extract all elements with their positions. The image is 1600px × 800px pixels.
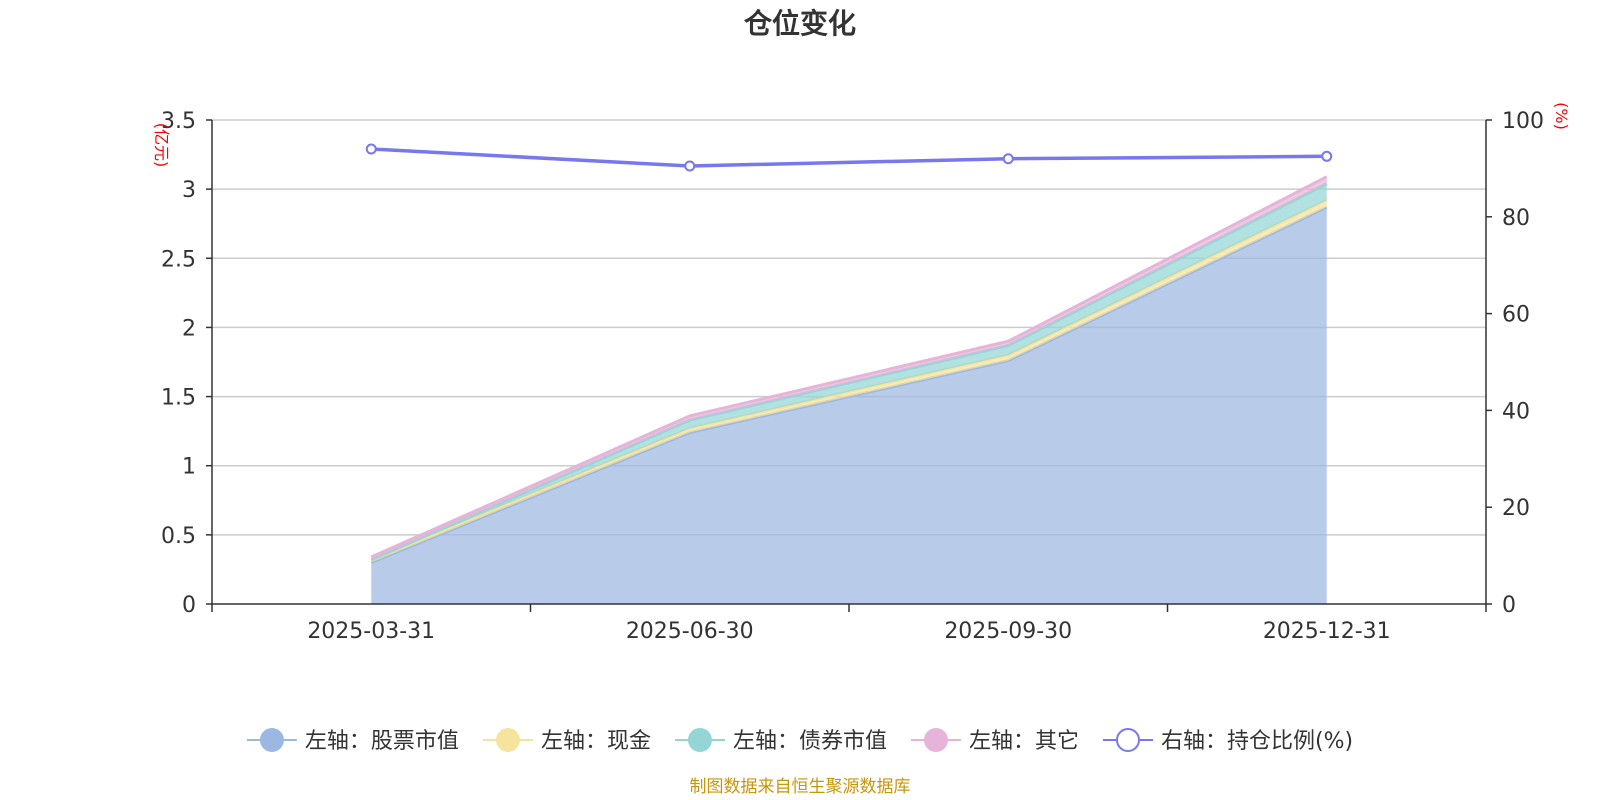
area-series-1 [371, 207, 1327, 604]
right-tick-label: 0 [1502, 593, 1516, 618]
left-tick-label: 3.5 [161, 109, 196, 134]
right-axis-unit: (%) [1552, 102, 1571, 130]
right-tick-label: 40 [1502, 399, 1530, 424]
legend-item[interactable]: 右轴：持仓比例(%) [1102, 728, 1353, 754]
right-tick-label: 80 [1502, 206, 1530, 231]
legend-marker-icon [687, 728, 712, 752]
area-edge-4 [370, 175, 1328, 559]
legend-label: 左轴：债券市值 [733, 729, 887, 754]
ratio-point [1321, 150, 1333, 162]
stacked-areas [370, 175, 1328, 604]
chart-title: 仓位变化 [744, 7, 856, 40]
x-tick-label: 2025-09-30 [944, 619, 1072, 644]
legend-item[interactable]: 左轴：股票市值 [246, 728, 459, 754]
ratio-point [365, 143, 377, 155]
x-tick-label: 2025-06-30 [626, 619, 754, 644]
right-tick-label: 20 [1502, 496, 1530, 521]
legend-marker-icon [1115, 728, 1140, 752]
left-axis-unit: (亿元) [152, 123, 171, 168]
legend-item[interactable]: 左轴：债券市值 [674, 728, 887, 754]
legend-label: 左轴：其它 [969, 729, 1079, 754]
legend-label: 右轴：持仓比例(%) [1161, 729, 1353, 754]
left-tick-label: 0.5 [161, 524, 196, 549]
legend-marker-icon [259, 728, 284, 752]
right-tick-label: 60 [1502, 303, 1530, 328]
left-tick-label: 1 [182, 455, 196, 480]
left-tick-label: 2 [182, 316, 196, 341]
legend[interactable]: 左轴：股票市值 左轴：现金 左轴：债券市值 左轴：其它 右轴：持仓比例(%) [246, 728, 1353, 754]
left-tick-label: 3 [182, 178, 196, 203]
legend-label: 左轴：股票市值 [305, 729, 459, 754]
ratio-point [1002, 153, 1014, 165]
left-tick-label: 2.5 [161, 247, 196, 272]
left-tick-label: 0 [182, 593, 196, 618]
left-tick-label: 1.5 [161, 386, 196, 411]
axes: 0 0.5 1 1.5 2 2.5 3 3.5 0 20 40 60 80 100 2025-03-31 20… [161, 109, 1544, 644]
x-tick-label: 2025-12-31 [1263, 619, 1391, 644]
legend-marker-icon [495, 728, 520, 752]
data-source-note: 制图数据来自恒生聚源数据库 [690, 777, 911, 797]
legend-label: 左轴：现金 [541, 729, 651, 754]
x-tick-label: 2025-03-31 [307, 619, 435, 644]
legend-item[interactable]: 左轴：现金 [482, 728, 651, 754]
ratio-line-path [371, 147, 1327, 168]
area-edge-2 [370, 198, 1328, 562]
legend-marker-icon [923, 728, 948, 752]
right-tick-label: 100 [1502, 109, 1544, 134]
ratio-point [684, 160, 696, 172]
legend-item[interactable]: 左轴：其它 [910, 728, 1079, 754]
holding-ratio-line [365, 143, 1333, 172]
